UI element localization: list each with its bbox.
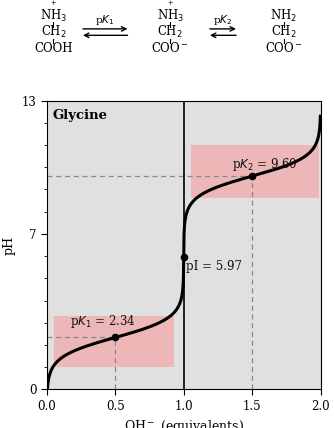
Text: p$K_2$: p$K_2$ [213, 13, 232, 27]
Bar [191, 145, 319, 198]
Text: NH$_2$: NH$_2$ [270, 8, 298, 24]
Y-axis label: pH: pH [3, 235, 16, 255]
Text: COO$^-$: COO$^-$ [151, 41, 189, 55]
Text: CH$_2$: CH$_2$ [271, 24, 297, 40]
Text: COOH: COOH [34, 42, 73, 55]
X-axis label: OH$^-$ (equivalents): OH$^-$ (equivalents) [124, 419, 244, 428]
Text: NH$_3$: NH$_3$ [157, 8, 184, 24]
Text: p$K_2$ = 9.60: p$K_2$ = 9.60 [232, 156, 297, 173]
Text: $^+$: $^+$ [166, 1, 174, 10]
Text: CH$_2$: CH$_2$ [157, 24, 183, 40]
Text: p$K_1$: p$K_1$ [96, 13, 115, 27]
Text: CH$_2$: CH$_2$ [40, 24, 66, 40]
Text: p$K_1$ = 2.34: p$K_1$ = 2.34 [70, 313, 136, 330]
Text: $^+$: $^+$ [49, 1, 57, 10]
Text: NH$_3$: NH$_3$ [40, 8, 67, 24]
Text: COO$^-$: COO$^-$ [265, 41, 303, 55]
Text: Glycine: Glycine [52, 110, 107, 122]
Bar [54, 316, 174, 367]
Text: pI = 5.97: pI = 5.97 [186, 260, 242, 273]
